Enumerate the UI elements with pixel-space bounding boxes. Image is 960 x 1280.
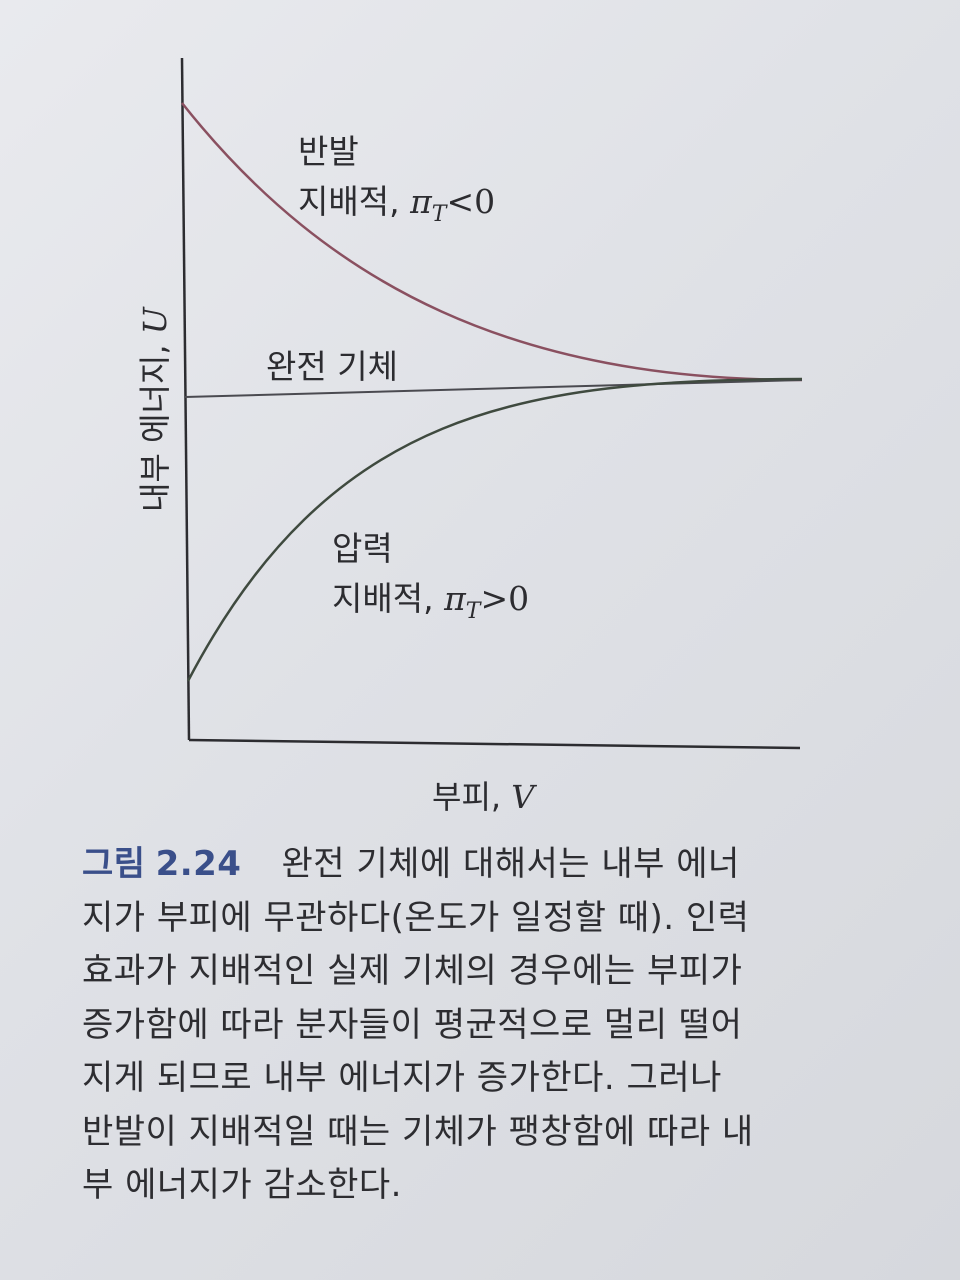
caption-figure-label: 그림 2.24	[82, 844, 241, 884]
caption-line: 효과가 지배적인 실제 기체의 경우에는 부피가	[82, 951, 743, 991]
ideal-gas-line	[184, 379, 803, 398]
figure-caption: 그림 2.24 완전 기체에 대해서는 내부 에너 지가 부피에 무관하다(온도가 …	[82, 838, 872, 1213]
caption-figure-number: 2.24	[155, 844, 242, 884]
caption-line: 지게 되므로 내부 에너지가 증가한다. 그러나	[82, 1058, 722, 1098]
x-axis	[188, 738, 801, 750]
caption-line: 그림 2.24 완전 기체에 대해서는 내부 에너	[82, 838, 872, 892]
ideal-gas-label: 완전 기체	[266, 347, 398, 386]
repulsive-label-line2: 지배적, πT<0	[298, 182, 495, 227]
x-axis-label: 부피, V	[432, 778, 537, 816]
caption-line: 증가함에 따라 분자들이 평균적으로 멀리 떨어	[82, 1004, 743, 1045]
attractive-label-line2: 지배적, πT>0	[332, 579, 529, 624]
y-axis	[180, 57, 191, 741]
internal-energy-vs-volume-figure: 내부 에너지, U 부피, V 반발 지배적, πT<0 완전 기체 압력 지배…	[136, 57, 803, 816]
attractive-label-line1: 압력	[332, 529, 393, 568]
y-axis-label: 내부 에너지, U	[136, 306, 174, 512]
caption-label-word: 그림	[82, 844, 146, 884]
caption-line: 부 에너지가 감소한다.	[82, 1165, 402, 1205]
caption-line: 지가 부피에 무관하다(온도가 일정할 때). 인력	[82, 897, 750, 938]
caption-line: 반발이 지배적일 때는 기체가 팽창함에 따라 내	[82, 1111, 754, 1152]
repulsive-curve	[181, 102, 803, 382]
repulsive-label-line1: 반발	[298, 132, 359, 171]
caption-text-line: 완전 기체에 대해서는 내부 에너	[281, 844, 740, 884]
attractive-curve	[186, 377, 803, 682]
